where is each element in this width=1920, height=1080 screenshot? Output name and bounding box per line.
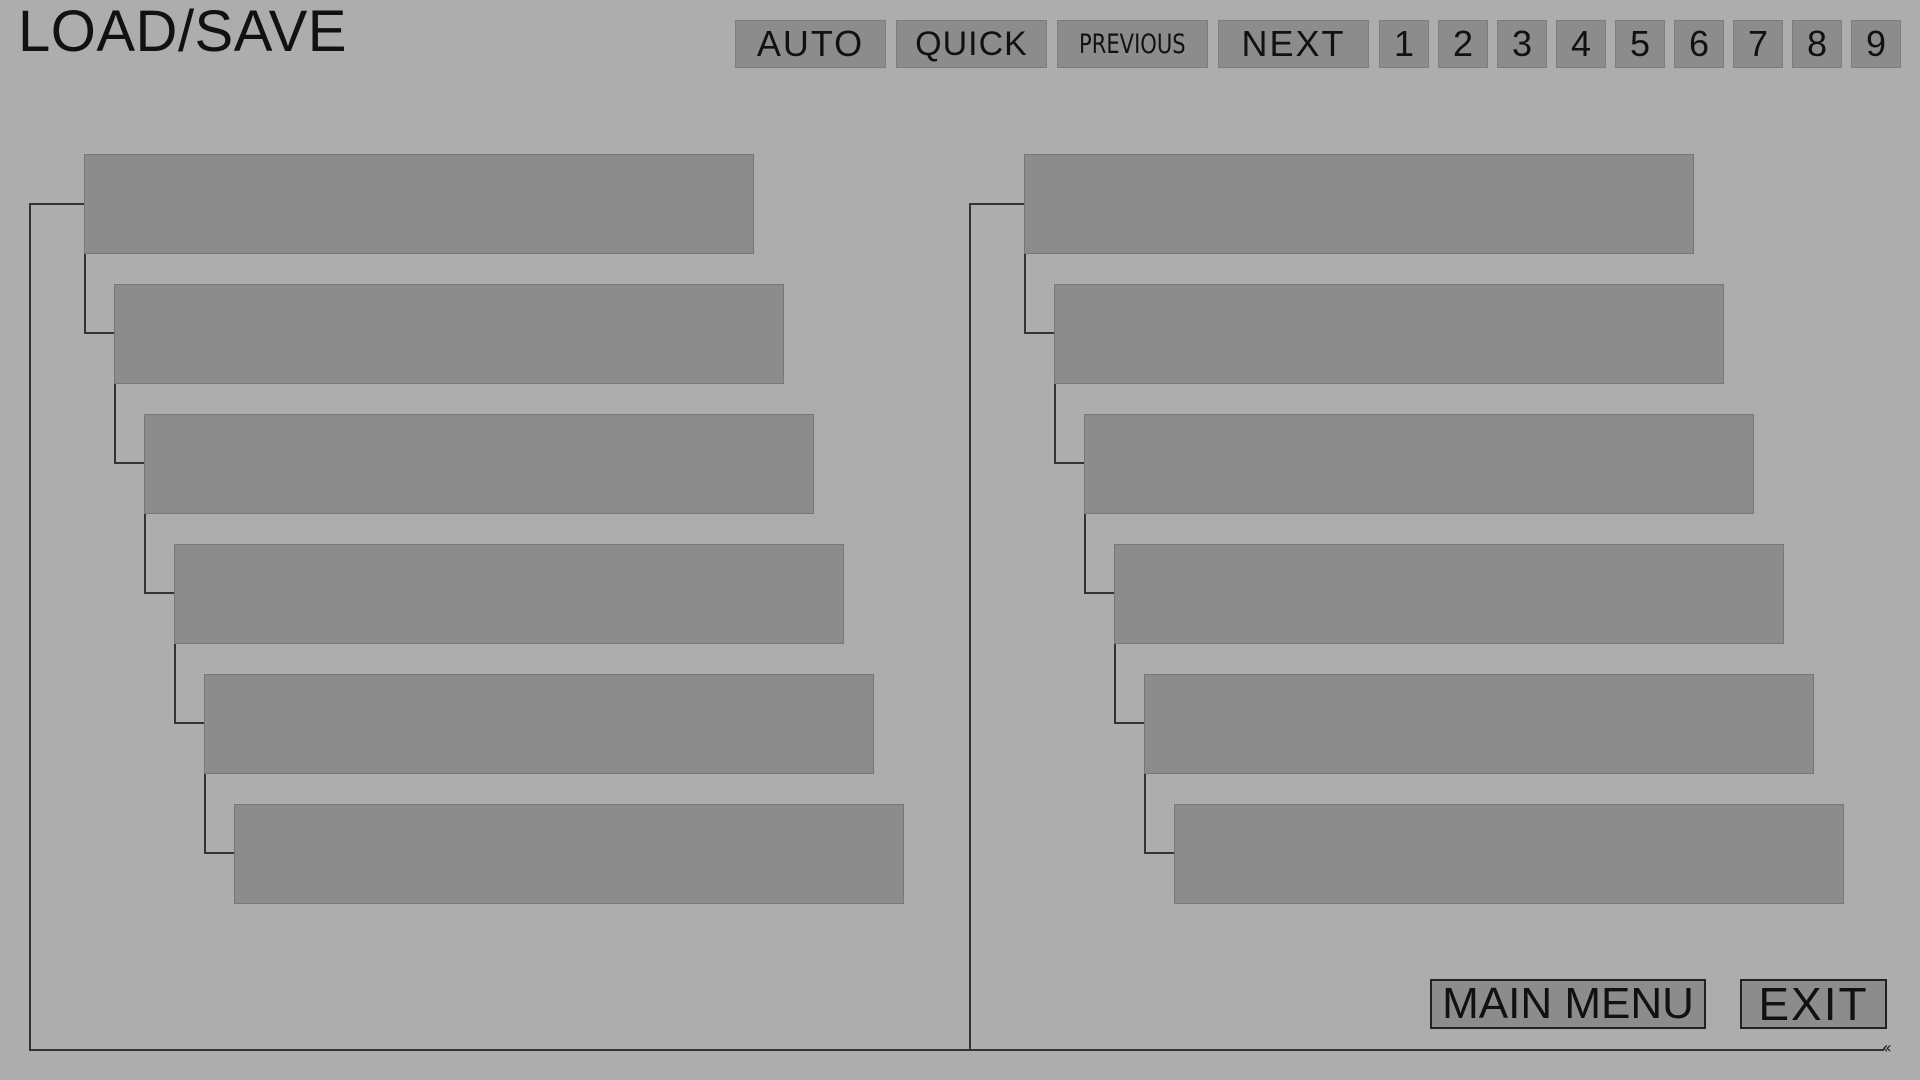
tab-page-7[interactable]: 7 <box>1733 20 1783 68</box>
tab-page-2[interactable]: 2 <box>1438 20 1488 68</box>
main-menu-button[interactable]: MAIN MENU <box>1430 979 1706 1029</box>
save-slot-4[interactable] <box>174 544 844 644</box>
tab-page-6[interactable]: 6 <box>1674 20 1724 68</box>
tree-line <box>174 643 176 724</box>
tree-line <box>1024 332 1054 334</box>
save-slot-1[interactable] <box>84 154 754 254</box>
tree-line <box>1084 513 1086 594</box>
tree-line <box>204 852 234 854</box>
tree-line <box>84 253 86 334</box>
tab-previous-label: PREVIOUS <box>1079 28 1186 60</box>
tab-page-3[interactable]: 3 <box>1497 20 1547 68</box>
tree-line-left-trunk <box>29 203 31 1051</box>
save-slot-6[interactable] <box>234 804 904 904</box>
tree-line-left-branch <box>29 203 85 205</box>
save-slot-7[interactable] <box>1024 154 1694 254</box>
tree-line <box>174 722 204 724</box>
tree-line <box>144 513 146 594</box>
tree-line <box>114 383 116 464</box>
tree-line <box>1054 383 1056 464</box>
save-slot-8[interactable] <box>1054 284 1724 384</box>
tree-line <box>84 332 114 334</box>
tree-line <box>1114 643 1116 724</box>
tree-line <box>1144 852 1174 854</box>
tab-page-8[interactable]: 8 <box>1792 20 1842 68</box>
save-slot-2[interactable] <box>114 284 784 384</box>
tab-page-9[interactable]: 9 <box>1851 20 1901 68</box>
tree-line-right-trunk <box>969 203 971 1051</box>
collapse-icon[interactable]: « <box>1882 1038 1892 1057</box>
save-slot-5[interactable] <box>204 674 874 774</box>
tree-line <box>1114 722 1144 724</box>
exit-button[interactable]: EXIT <box>1740 978 1887 1030</box>
tree-line <box>1054 462 1084 464</box>
save-slot-9[interactable] <box>1084 414 1754 514</box>
save-slot-11[interactable] <box>1144 674 1814 774</box>
tree-line <box>1024 253 1026 334</box>
tab-page-5[interactable]: 5 <box>1615 20 1665 68</box>
bottom-baseline <box>29 1049 1884 1051</box>
tab-quick[interactable]: QUICK <box>896 20 1047 68</box>
tab-auto[interactable]: AUTO <box>735 20 886 68</box>
tree-line <box>1084 592 1114 594</box>
tab-page-4[interactable]: 4 <box>1556 20 1606 68</box>
tab-page-1[interactable]: 1 <box>1379 20 1429 68</box>
tree-line <box>204 773 206 854</box>
tree-line-right-branch <box>969 203 1025 205</box>
tree-line <box>1144 773 1146 854</box>
save-slot-10[interactable] <box>1114 544 1784 644</box>
tab-previous[interactable]: PREVIOUS <box>1057 20 1208 68</box>
tree-line <box>114 462 144 464</box>
save-slot-12[interactable] <box>1174 804 1844 904</box>
save-slot-3[interactable] <box>144 414 814 514</box>
tab-next[interactable]: NEXT <box>1218 20 1369 68</box>
page-title: LOAD/SAVE <box>18 0 347 64</box>
tree-line <box>144 592 174 594</box>
